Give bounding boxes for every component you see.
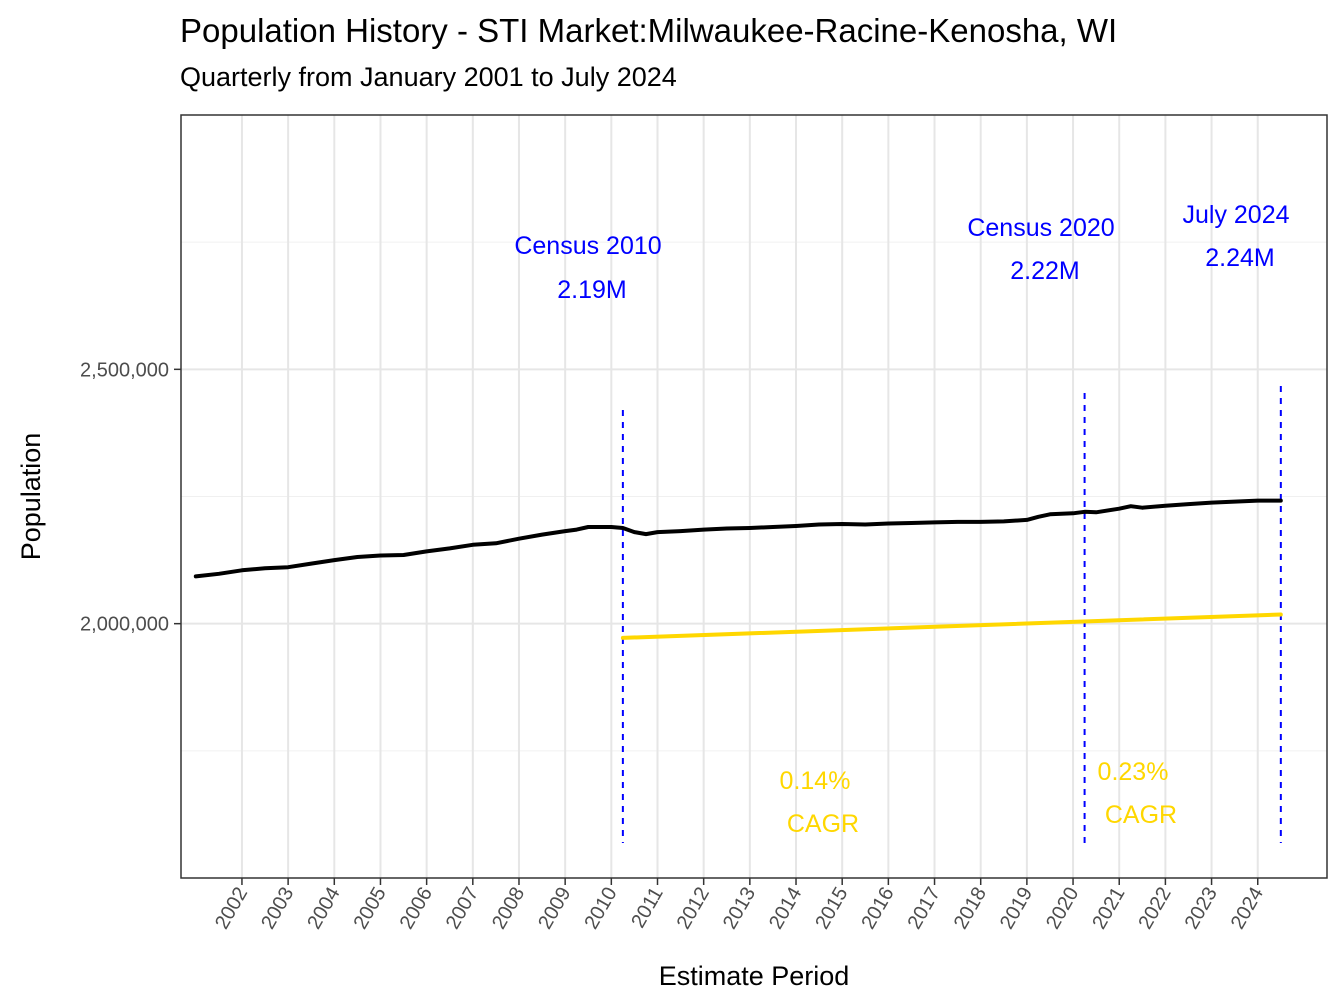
x-tick-label: 2008 (488, 884, 529, 934)
x-tick-label: 2002 (211, 884, 252, 934)
annotation-line1: 0.23% (1098, 758, 1169, 786)
x-tick-label: 2024 (1227, 884, 1268, 934)
x-tick-label: 2018 (950, 884, 991, 934)
x-axis-title: Estimate Period (659, 961, 850, 991)
population-line (193, 498, 1283, 579)
x-tick-label: 2021 (1088, 884, 1129, 934)
x-tick-label: 2010 (580, 884, 621, 934)
x-tick-label: 2005 (349, 884, 390, 934)
x-tick-label: 2023 (1181, 884, 1222, 934)
reference-lines (621, 386, 1282, 843)
annotation-line2: CAGR (787, 810, 859, 838)
annotation-line2: 2.24M (1205, 244, 1274, 272)
x-tick-label: 2007 (442, 884, 483, 934)
x-tick-label: 2013 (719, 884, 760, 934)
y-tick-label: 2,500,000 (80, 359, 169, 381)
annotation-line1: July 2024 (1182, 201, 1289, 229)
annotation-line2: CAGR (1105, 801, 1177, 829)
annotation-line1: Census 2010 (514, 232, 661, 260)
annotation-line1: Census 2020 (967, 214, 1114, 242)
annotation-line1: 0.14% (780, 767, 851, 795)
series-layer (193, 498, 1283, 640)
x-tick-label: 2004 (303, 884, 344, 934)
x-tick-label: 2016 (857, 884, 898, 934)
chart-subtitle: Quarterly from January 2001 to July 2024 (180, 62, 677, 92)
x-tick-label: 2017 (904, 884, 945, 934)
x-tick-label: 2006 (396, 884, 437, 934)
y-axis-title: Population (16, 433, 46, 561)
annotations: Census 2010 2.19M Census 2020 2.22M July 202… (514, 201, 1289, 838)
cagr-trend-line (620, 612, 1283, 640)
x-tick-label: 2015 (811, 884, 852, 934)
x-tick-label: 2011 (627, 884, 668, 932)
x-tick-label: 2009 (534, 884, 575, 934)
annotation-line2: 2.19M (557, 276, 626, 304)
x-tick-label: 2022 (1134, 884, 1175, 934)
x-tick-label: 2020 (1042, 884, 1083, 934)
x-tick-label: 2019 (996, 884, 1037, 934)
chart-title: Population History - STI Market:Milwauke… (180, 12, 1118, 49)
x-tick-label: 2014 (765, 884, 806, 934)
x-tick-label: 2003 (257, 884, 298, 934)
y-tick-label: 2,000,000 (80, 614, 169, 636)
annotation-line2: 2.22M (1010, 257, 1079, 285)
grid-layer (181, 115, 1327, 878)
x-tick-label: 2012 (673, 884, 714, 934)
plot-border (180, 114, 1328, 879)
